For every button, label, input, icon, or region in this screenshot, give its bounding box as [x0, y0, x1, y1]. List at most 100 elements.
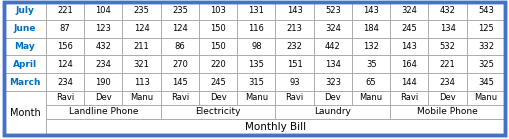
Text: Ravi: Ravi: [56, 94, 74, 102]
Bar: [429, 2, 467, 20]
Bar: [467, 73, 505, 91]
Bar: [237, 38, 275, 55]
Text: 234: 234: [57, 78, 73, 87]
Text: 135: 135: [248, 60, 264, 69]
Bar: [4, 55, 46, 73]
Text: 150: 150: [210, 24, 226, 33]
Text: Dev: Dev: [325, 94, 341, 102]
Bar: [429, 38, 467, 55]
Text: 543: 543: [478, 6, 494, 15]
Bar: [237, 73, 275, 91]
Text: 87: 87: [60, 24, 71, 33]
Text: 315: 315: [248, 78, 264, 87]
Bar: [237, 91, 275, 105]
Bar: [237, 55, 275, 73]
Text: 235: 235: [134, 6, 150, 15]
Bar: [199, 73, 237, 91]
Bar: [199, 55, 237, 73]
Bar: [275, 105, 390, 119]
Bar: [467, 38, 505, 55]
Text: 220: 220: [210, 60, 226, 69]
Text: 156: 156: [57, 42, 73, 51]
Text: 432: 432: [440, 6, 456, 15]
Bar: [352, 91, 390, 105]
Bar: [46, 119, 505, 135]
Text: 325: 325: [478, 60, 494, 69]
Text: Monthly Bill: Monthly Bill: [245, 122, 306, 132]
Bar: [390, 38, 429, 55]
Text: 532: 532: [440, 42, 456, 51]
Bar: [352, 38, 390, 55]
Text: 65: 65: [366, 78, 377, 87]
Bar: [46, 2, 84, 20]
Text: 143: 143: [402, 42, 417, 51]
Bar: [352, 20, 390, 38]
Text: 124: 124: [134, 24, 150, 33]
Bar: [84, 20, 123, 38]
Bar: [199, 2, 237, 20]
Text: Mobile Phone: Mobile Phone: [417, 107, 478, 116]
Bar: [84, 38, 123, 55]
Bar: [275, 2, 314, 20]
Bar: [237, 2, 275, 20]
Text: 93: 93: [289, 78, 300, 87]
Text: Manu: Manu: [359, 94, 383, 102]
Text: 103: 103: [210, 6, 226, 15]
Bar: [46, 105, 161, 119]
Bar: [161, 20, 199, 38]
Text: 332: 332: [478, 42, 494, 51]
Bar: [275, 73, 314, 91]
Bar: [237, 20, 275, 38]
Bar: [84, 2, 123, 20]
Bar: [46, 73, 84, 91]
Text: Manu: Manu: [130, 94, 153, 102]
Bar: [46, 55, 84, 73]
Bar: [46, 91, 84, 105]
Text: July: July: [16, 6, 35, 15]
Text: March: March: [9, 78, 41, 87]
Bar: [429, 20, 467, 38]
Bar: [161, 105, 275, 119]
Text: 86: 86: [175, 42, 185, 51]
Text: 104: 104: [96, 6, 111, 15]
Text: 124: 124: [57, 60, 73, 69]
Bar: [390, 20, 429, 38]
Text: 35: 35: [366, 60, 377, 69]
Text: Ravi: Ravi: [286, 94, 304, 102]
Bar: [390, 105, 505, 119]
Text: Dev: Dev: [439, 94, 456, 102]
Text: 151: 151: [287, 60, 302, 69]
Text: 211: 211: [134, 42, 150, 51]
Bar: [275, 20, 314, 38]
Bar: [275, 91, 314, 105]
Text: 124: 124: [172, 24, 188, 33]
Text: 523: 523: [325, 6, 341, 15]
Bar: [352, 2, 390, 20]
Bar: [390, 91, 429, 105]
Bar: [429, 91, 467, 105]
Bar: [4, 20, 46, 38]
Text: Laundry: Laundry: [315, 107, 351, 116]
Text: May: May: [15, 42, 35, 51]
Bar: [314, 73, 352, 91]
Text: 143: 143: [363, 6, 379, 15]
Text: 235: 235: [172, 6, 188, 15]
Bar: [314, 20, 352, 38]
Bar: [46, 38, 84, 55]
Text: 245: 245: [210, 78, 226, 87]
Bar: [314, 91, 352, 105]
Bar: [123, 2, 161, 20]
Bar: [467, 55, 505, 73]
Text: 324: 324: [402, 6, 417, 15]
Bar: [275, 38, 314, 55]
Text: 98: 98: [251, 42, 262, 51]
Bar: [123, 55, 161, 73]
Bar: [314, 38, 352, 55]
Bar: [314, 2, 352, 20]
Text: 145: 145: [172, 78, 188, 87]
Text: 164: 164: [402, 60, 417, 69]
Text: 131: 131: [248, 6, 264, 15]
Bar: [123, 91, 161, 105]
Bar: [161, 38, 199, 55]
Text: 190: 190: [96, 78, 111, 87]
